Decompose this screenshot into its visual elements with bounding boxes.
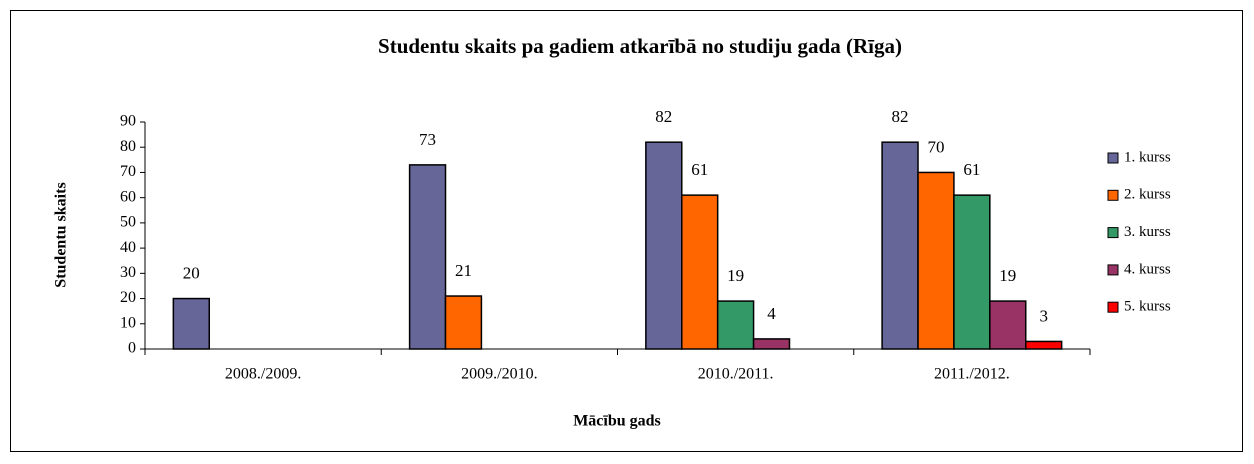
data-label: 61 (963, 160, 980, 179)
legend-label: 3. kurss (1124, 224, 1171, 240)
data-label: 82 (892, 107, 909, 126)
legend-swatch (1107, 189, 1119, 201)
bar (172, 297, 211, 350)
bar (881, 141, 919, 350)
data-label: 21 (455, 261, 472, 280)
data-label: 19 (999, 266, 1016, 285)
y-axis-title: Studentu skaits (53, 182, 70, 287)
bar (917, 171, 955, 350)
bar (953, 194, 991, 350)
legend-label: 1. kurss (1124, 149, 1171, 165)
y-tick-label: 20 (120, 289, 136, 306)
y-tick-label: 50 (120, 214, 136, 231)
bar (444, 295, 483, 350)
y-tick-label: 10 (120, 314, 136, 331)
bar (989, 300, 1027, 350)
legend-swatch (1107, 227, 1119, 239)
data-label: 4 (767, 304, 776, 323)
chart-title: Studentu skaits pa gadiem atkarībā no st… (378, 34, 902, 58)
data-label: 73 (419, 130, 436, 149)
data-label: 19 (727, 266, 744, 285)
x-tick-label: 2010./2011. (698, 366, 774, 383)
bar (681, 194, 719, 350)
bar (716, 300, 755, 350)
bar (1024, 340, 1063, 350)
legend-swatch (1107, 264, 1119, 276)
legend-label: 4. kurss (1124, 261, 1171, 277)
y-tick-label: 70 (120, 163, 136, 180)
y-tick-label: 40 (120, 239, 136, 256)
x-tick-label: 2011./2012. (934, 366, 1010, 383)
bar (645, 141, 683, 350)
y-tick-label: 90 (120, 113, 136, 130)
data-label: 20 (183, 263, 200, 282)
legend-label: 5. kurss (1124, 299, 1171, 315)
x-tick-label: 2009./2010. (461, 366, 537, 383)
x-tick-label: 2008./2009. (225, 366, 301, 383)
bar (408, 164, 447, 350)
chart-frame (10, 10, 1243, 452)
data-label: 3 (1039, 306, 1048, 325)
legend-label: 2. kurss (1124, 187, 1171, 203)
data-label: 82 (655, 107, 672, 126)
y-tick-label: 30 (120, 264, 136, 281)
data-label: 70 (927, 137, 944, 156)
x-axis-title: Mācību gads (573, 413, 661, 430)
data-label: 61 (691, 160, 708, 179)
bar (752, 338, 791, 350)
y-tick-label: 80 (120, 138, 136, 155)
legend-swatch (1107, 301, 1119, 313)
y-tick-label: 60 (120, 188, 136, 205)
legend-swatch (1107, 152, 1119, 164)
y-tick-label: 0 (128, 340, 136, 357)
